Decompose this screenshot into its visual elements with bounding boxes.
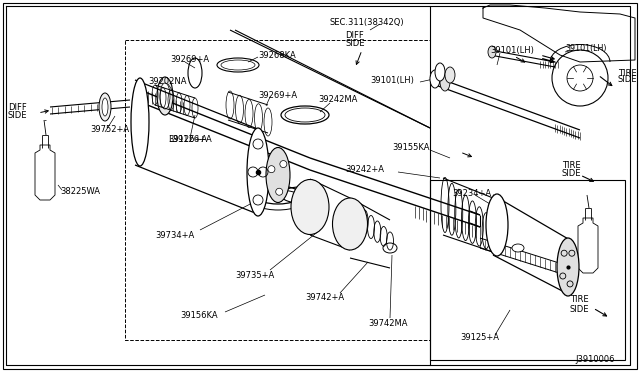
Text: L39126+A: L39126+A <box>168 135 212 144</box>
Text: TIRE: TIRE <box>570 295 589 305</box>
Ellipse shape <box>333 198 367 250</box>
Ellipse shape <box>266 148 290 202</box>
Text: 39742MA: 39742MA <box>368 318 408 327</box>
Text: 39752+A: 39752+A <box>90 125 129 135</box>
Ellipse shape <box>445 67 455 83</box>
Text: SIDE: SIDE <box>8 110 28 119</box>
Text: TIRE: TIRE <box>562 160 580 170</box>
Text: SIDE: SIDE <box>562 170 582 179</box>
Text: 39242MA: 39242MA <box>318 96 357 105</box>
Circle shape <box>276 188 283 195</box>
Text: 39156KA: 39156KA <box>180 311 218 320</box>
Ellipse shape <box>247 128 269 216</box>
Text: SEC.311(38342Q): SEC.311(38342Q) <box>330 17 404 26</box>
Text: SIDE: SIDE <box>345 39 365 48</box>
Text: 39155KA: 39155KA <box>392 144 429 153</box>
Text: SIDE: SIDE <box>618 76 637 84</box>
Text: 39126+A: 39126+A <box>168 135 207 144</box>
Ellipse shape <box>430 70 440 88</box>
Ellipse shape <box>291 180 329 234</box>
Text: 39101(LH): 39101(LH) <box>370 76 414 84</box>
Text: 39269+A: 39269+A <box>258 90 297 99</box>
Text: 39234+A: 39234+A <box>452 189 491 198</box>
Text: SIDE: SIDE <box>570 305 589 314</box>
Ellipse shape <box>435 63 445 81</box>
Text: 38225WA: 38225WA <box>60 187 100 196</box>
Ellipse shape <box>486 194 508 256</box>
Text: 39101(LH): 39101(LH) <box>565 44 607 52</box>
Ellipse shape <box>160 83 170 109</box>
Text: 39742+A: 39742+A <box>305 294 344 302</box>
Ellipse shape <box>512 244 524 252</box>
Text: DIFF: DIFF <box>345 31 364 39</box>
Text: 39202NA: 39202NA <box>148 77 186 87</box>
Ellipse shape <box>557 238 579 296</box>
Ellipse shape <box>99 93 111 121</box>
Text: 39125+A: 39125+A <box>460 334 499 343</box>
Ellipse shape <box>440 73 450 91</box>
Text: 39735+A: 39735+A <box>235 270 275 279</box>
Text: 39242+A: 39242+A <box>345 166 384 174</box>
Text: TIRE: TIRE <box>618 68 637 77</box>
Text: 39101(LH): 39101(LH) <box>490 45 534 55</box>
Text: 39734+A: 39734+A <box>155 231 195 240</box>
Ellipse shape <box>131 78 149 166</box>
Text: J3910006: J3910006 <box>575 356 614 365</box>
Circle shape <box>280 161 287 167</box>
Circle shape <box>268 166 275 173</box>
Text: 39269+A: 39269+A <box>170 55 209 64</box>
Ellipse shape <box>102 98 108 116</box>
Text: DIFF: DIFF <box>8 103 27 112</box>
Ellipse shape <box>157 77 173 115</box>
Text: 39268KA: 39268KA <box>258 51 296 60</box>
Ellipse shape <box>488 46 496 58</box>
